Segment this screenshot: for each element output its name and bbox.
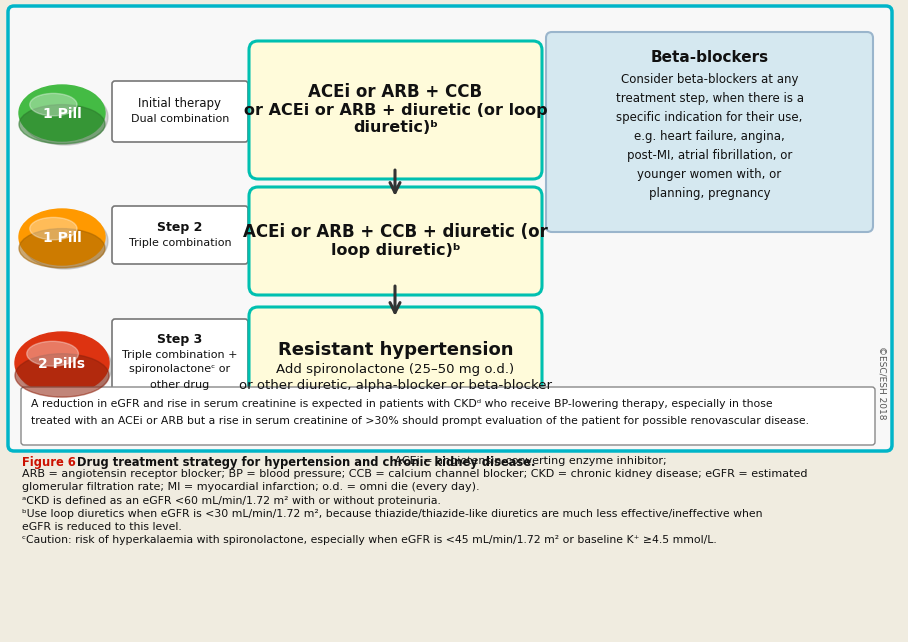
Text: Step 3: Step 3 [157, 333, 202, 346]
Ellipse shape [22, 89, 108, 145]
Text: ARB = angiotensin receptor blocker; BP = blood pressure; CCB = calcium channel b: ARB = angiotensin receptor blocker; BP =… [22, 469, 807, 479]
Text: 2 Pills: 2 Pills [38, 357, 85, 371]
Text: eGFR is reduced to this level.: eGFR is reduced to this level. [22, 522, 182, 532]
Text: diuretic)ᵇ: diuretic)ᵇ [353, 121, 438, 135]
FancyBboxPatch shape [112, 206, 248, 264]
Text: ACEi or ARB + CCB + diuretic (or: ACEi or ARB + CCB + diuretic (or [243, 223, 548, 241]
FancyBboxPatch shape [249, 41, 542, 179]
Text: or ACEi or ARB + diuretic (or loop: or ACEi or ARB + diuretic (or loop [243, 103, 548, 117]
FancyBboxPatch shape [112, 319, 248, 405]
Text: spironolactoneᶜ or: spironolactoneᶜ or [130, 365, 231, 374]
Text: other drug: other drug [151, 379, 210, 390]
FancyBboxPatch shape [546, 32, 873, 232]
Text: ©ESC/ESH 2018: ©ESC/ESH 2018 [877, 347, 886, 420]
Ellipse shape [19, 209, 105, 265]
Text: ᵃCKD is defined as an eGFR <60 mL/min/1.72 m² with or without proteinuria.: ᵃCKD is defined as an eGFR <60 mL/min/1.… [22, 496, 441, 506]
Ellipse shape [19, 105, 105, 144]
Ellipse shape [15, 354, 109, 397]
Text: A reduction in eGFR and rise in serum creatinine is expected in patients with CK: A reduction in eGFR and rise in serum cr… [31, 399, 773, 409]
Text: 1 Pill: 1 Pill [43, 107, 82, 121]
Text: ACEi or ARB + CCB: ACEi or ARB + CCB [309, 83, 482, 101]
Text: ACEi = angiotensin-converting enzyme inhibitor;: ACEi = angiotensin-converting enzyme inh… [391, 456, 666, 466]
Ellipse shape [30, 218, 77, 240]
Ellipse shape [30, 93, 77, 116]
Text: Triple combination +: Triple combination + [123, 349, 238, 360]
Text: 1 Pill: 1 Pill [43, 231, 82, 245]
Text: loop diuretic)ᵇ: loop diuretic)ᵇ [331, 243, 460, 257]
Ellipse shape [26, 342, 78, 366]
Text: Initial therapy: Initial therapy [139, 98, 222, 110]
Text: Add spironolactone (25–50 mg o.d.): Add spironolactone (25–50 mg o.d.) [276, 363, 515, 376]
Ellipse shape [19, 229, 105, 268]
Ellipse shape [18, 336, 112, 398]
Text: Consider beta-blockers at any
treatment step, when there is a
specific indicatio: Consider beta-blockers at any treatment … [616, 73, 804, 200]
Text: Figure 6: Figure 6 [22, 456, 76, 469]
Ellipse shape [19, 85, 105, 141]
Text: ᶜCaution: risk of hyperkalaemia with spironolactone, especially when eGFR is <45: ᶜCaution: risk of hyperkalaemia with spi… [22, 535, 716, 545]
Text: Drug treatment strategy for hypertension and chronic kidney disease.: Drug treatment strategy for hypertension… [69, 456, 536, 469]
Text: Step 2: Step 2 [157, 221, 202, 234]
Text: Resistant hypertension: Resistant hypertension [278, 341, 513, 359]
FancyBboxPatch shape [112, 81, 248, 142]
Text: or other diuretic, alpha-blocker or beta-blocker: or other diuretic, alpha-blocker or beta… [239, 379, 552, 392]
Text: Triple combination: Triple combination [129, 238, 232, 248]
FancyBboxPatch shape [21, 387, 875, 445]
FancyBboxPatch shape [249, 187, 542, 295]
Text: treated with an ACEi or ARB but a rise in serum creatinine of >30% should prompt: treated with an ACEi or ARB but a rise i… [31, 416, 809, 426]
Ellipse shape [15, 332, 109, 394]
Text: Dual combination: Dual combination [131, 114, 229, 124]
Text: Beta-blockers: Beta-blockers [650, 51, 768, 65]
FancyBboxPatch shape [249, 307, 542, 425]
FancyBboxPatch shape [8, 6, 892, 451]
Ellipse shape [22, 213, 108, 269]
Text: glomerular filtration rate; MI = myocardial infarction; o.d. = omni die (every d: glomerular filtration rate; MI = myocard… [22, 482, 479, 492]
Text: ᵇUse loop diuretics when eGFR is <30 mL/min/1.72 m², because thiazide/thiazide-l: ᵇUse loop diuretics when eGFR is <30 mL/… [22, 509, 763, 519]
